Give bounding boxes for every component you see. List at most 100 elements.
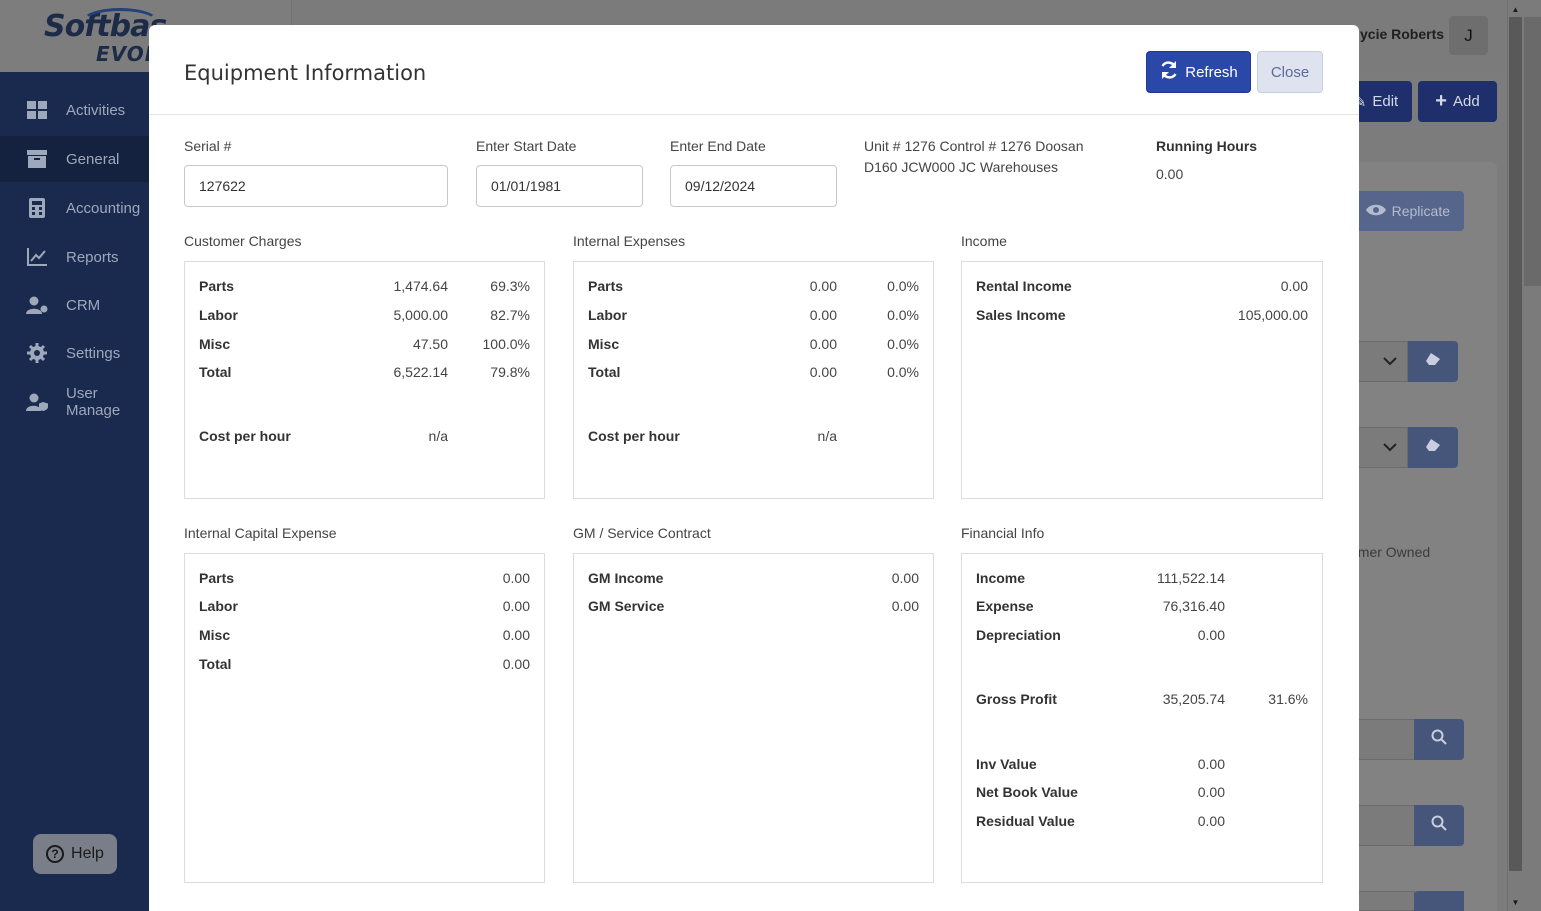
- row-percent: 82.7%: [490, 307, 530, 323]
- help-button[interactable]: ? Help: [33, 834, 117, 874]
- row-amount: 0.00: [891, 570, 919, 586]
- financial-info-panel: Income 111,522.14 Expense 76,316.40 Depr…: [961, 553, 1323, 883]
- table-row: Sales Income 105,000.00: [962, 307, 1322, 327]
- row-amount: 0.00: [1197, 627, 1225, 643]
- row-amount: 0.00: [502, 627, 530, 643]
- row-amount: 0.00: [1280, 278, 1308, 294]
- row-label: Cost per hour: [588, 428, 680, 444]
- scrollbar-thumb[interactable]: [1509, 17, 1522, 871]
- row-label: GM Income: [588, 570, 664, 586]
- search-button-3[interactable]: [1414, 891, 1464, 911]
- refresh-button[interactable]: Refresh: [1146, 51, 1251, 93]
- replicate-button[interactable]: Replicate: [1340, 191, 1464, 231]
- row-label: Rental Income: [976, 278, 1072, 294]
- row-percent: 69.3%: [490, 278, 530, 294]
- table-row: Inv Value 0.00: [962, 756, 1322, 776]
- dashboard-grid-icon: [26, 99, 48, 121]
- search-icon: [1431, 815, 1447, 836]
- row-label: Parts: [588, 278, 624, 294]
- end-date-input[interactable]: [670, 165, 837, 207]
- sidebar-item-settings[interactable]: Settings: [0, 330, 150, 376]
- row-label: Misc: [199, 336, 231, 352]
- start-date-label: Enter Start Date: [476, 138, 577, 154]
- equipment-info-modal: Equipment Information Refresh Close Seri…: [149, 25, 1359, 911]
- row-label: Sales Income: [976, 307, 1066, 323]
- modal-title: Equipment Information: [184, 61, 427, 85]
- customer-charges-title: Customer Charges: [184, 233, 302, 249]
- search-button-1[interactable]: [1414, 719, 1464, 760]
- eye-icon: [1365, 203, 1386, 220]
- row-amount: 0.00: [809, 364, 837, 380]
- row-label: Labor: [199, 598, 238, 614]
- archive-box-icon: [26, 148, 48, 170]
- serial-input[interactable]: [184, 165, 448, 207]
- gross-profit-row: Gross Profit 35,205.74 31.6%: [962, 691, 1322, 711]
- table-row: Misc 0.00: [185, 627, 544, 647]
- row-amount: 6,522.14: [393, 364, 449, 380]
- row-percent: 0.0%: [887, 307, 919, 323]
- sidebar-item-accounting[interactable]: Accounting: [0, 185, 150, 231]
- row-label: Total: [199, 656, 232, 672]
- start-date-input[interactable]: [476, 165, 643, 207]
- table-row: Residual Value 0.00: [962, 813, 1322, 833]
- row-label: Depreciation: [976, 627, 1061, 643]
- sidebar-item-label: General: [66, 150, 120, 168]
- table-row: Income 111,522.14: [962, 570, 1322, 590]
- table-row: Expense 76,316.40: [962, 598, 1322, 618]
- row-label: Total: [588, 364, 621, 380]
- cost-per-hour-row: Cost per hour n/a: [574, 428, 933, 448]
- search-button-2[interactable]: [1414, 805, 1464, 846]
- row-amount: 0.00: [809, 336, 837, 352]
- row-amount: 0.00: [1197, 813, 1225, 829]
- clear-filter-button-2[interactable]: [1408, 427, 1458, 468]
- serial-label: Serial #: [184, 138, 232, 154]
- row-amount: 105,000.00: [1237, 307, 1308, 323]
- cost-per-hour-row: Cost per hour n/a: [185, 428, 544, 448]
- eraser-icon: [1425, 352, 1441, 371]
- table-row: GM Service 0.00: [574, 598, 933, 618]
- chevron-down-icon: [1383, 353, 1397, 371]
- calculator-icon: [26, 197, 48, 219]
- row-amount: 5,000.00: [393, 307, 449, 323]
- sidebar-item-label: User Manage: [66, 385, 121, 419]
- sidebar-item-general[interactable]: General: [0, 136, 150, 182]
- scroll-down-arrow-icon[interactable]: ▼: [1511, 897, 1520, 907]
- row-amount: 0.00: [502, 570, 530, 586]
- row-amount: 0.00: [502, 656, 530, 672]
- row-label: Gross Profit: [976, 691, 1057, 707]
- table-row: Labor 5,000.00 82.7%: [185, 307, 544, 327]
- row-label: Parts: [199, 278, 235, 294]
- row-percent: 0.0%: [887, 336, 919, 352]
- gm-service-contract-panel: GM Income 0.00 GM Service 0.00: [573, 553, 934, 883]
- internal-expenses-panel: Parts 0.00 0.0% Labor 0.00 0.0% Misc 0.0…: [573, 261, 934, 499]
- table-row: Misc 0.00 0.0%: [574, 336, 933, 356]
- user-name: ycie Roberts: [1360, 26, 1445, 42]
- row-percent: 100.0%: [482, 336, 530, 352]
- row-amount: 0.00: [1197, 784, 1225, 800]
- row-amount: 0.00: [809, 307, 837, 323]
- content-card: [1340, 162, 1497, 911]
- clear-filter-button-1[interactable]: [1408, 341, 1458, 382]
- sidebar-item-user-management[interactable]: User Manage: [0, 379, 150, 425]
- row-percent: 0.0%: [887, 364, 919, 380]
- sidebar-item-crm[interactable]: CRM: [0, 282, 150, 328]
- row-amount: 35,205.74: [1162, 691, 1225, 707]
- scroll-up-arrow-icon[interactable]: ▲: [1511, 4, 1520, 14]
- add-button[interactable]: + Add: [1418, 81, 1497, 122]
- modal-header: Equipment Information Refresh Close: [149, 25, 1359, 115]
- row-label: Cost per hour: [199, 428, 291, 444]
- close-button[interactable]: Close: [1257, 51, 1323, 93]
- income-title: Income: [961, 233, 1007, 249]
- unit-description: Unit # 1276 Control # 1276 Doosan D160 J…: [864, 138, 1084, 175]
- row-label: Inv Value: [976, 756, 1037, 772]
- sidebar-item-reports[interactable]: Reports: [0, 234, 150, 280]
- internal-capital-expense-title: Internal Capital Expense: [184, 525, 337, 541]
- avatar[interactable]: J: [1449, 16, 1488, 55]
- table-row: Rental Income 0.00: [962, 278, 1322, 298]
- user-gear-icon: [26, 294, 48, 316]
- table-row: Parts 1,474.64 69.3%: [185, 278, 544, 298]
- row-label: Labor: [588, 307, 627, 323]
- row-amount: 0.00: [502, 598, 530, 614]
- sidebar-item-activities[interactable]: Activities: [0, 87, 150, 133]
- gear-icon: [26, 342, 48, 364]
